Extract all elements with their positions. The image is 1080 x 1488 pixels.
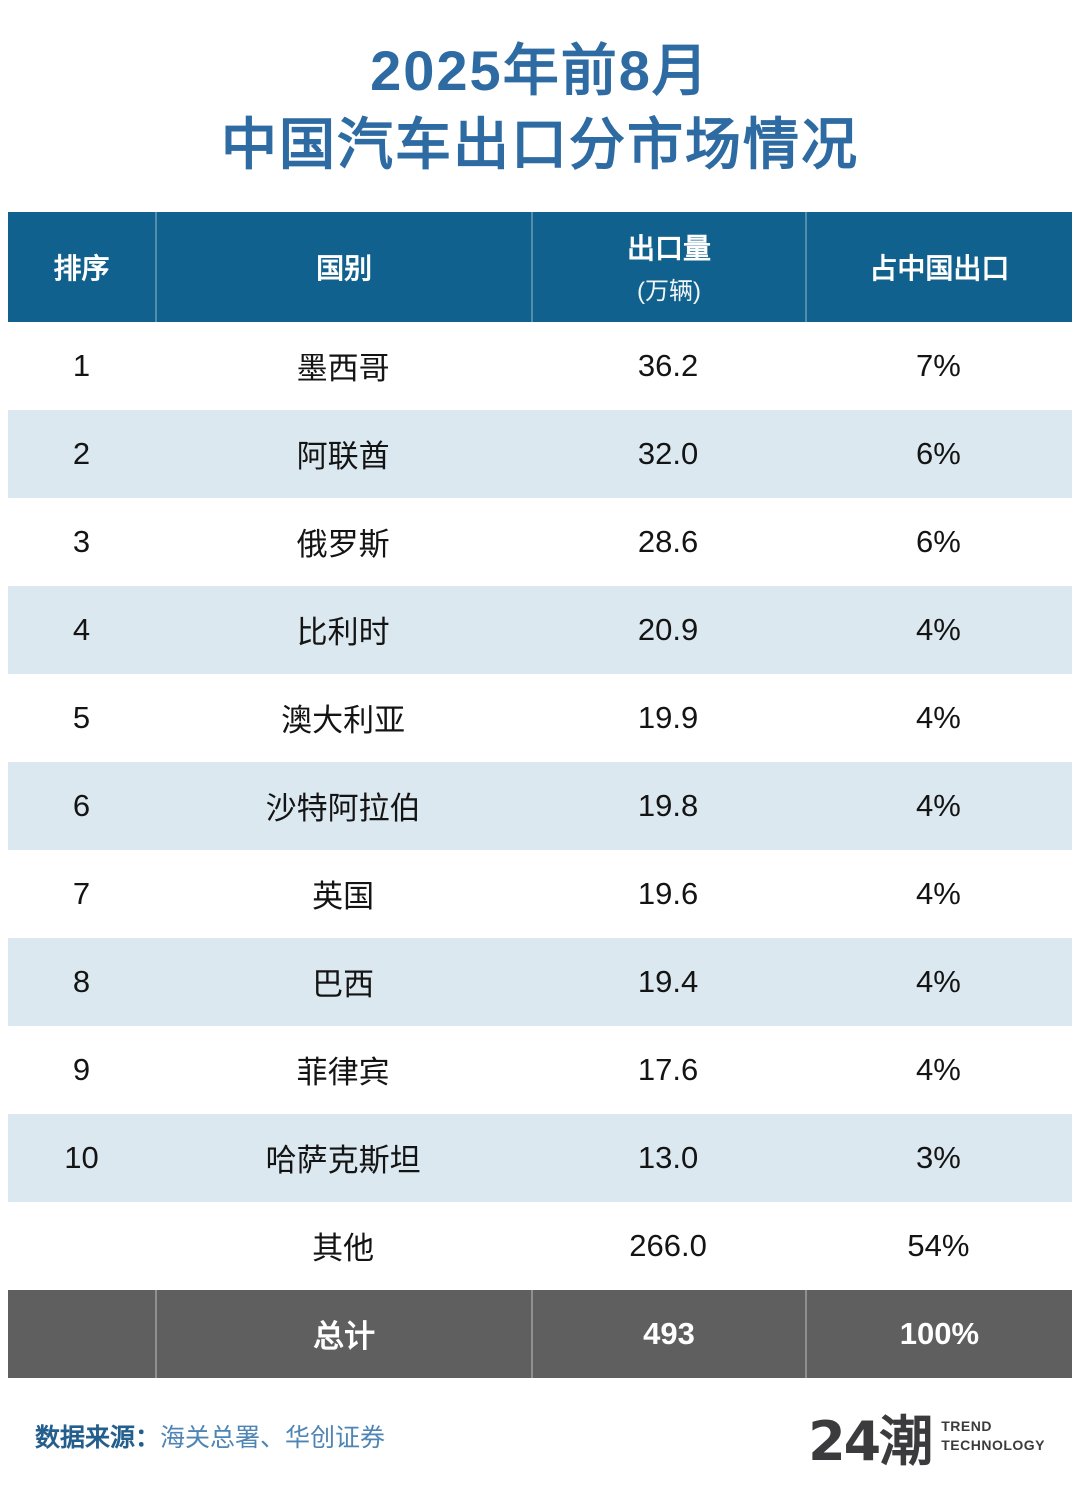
table-total-row: 总计 493 100% <box>8 1289 1072 1378</box>
header-cell-rank: 排序 <box>8 212 155 322</box>
rank-cell: 3 <box>72 523 91 559</box>
share-cell: 6% <box>916 523 961 559</box>
table-row: 3 俄罗斯 28.6 6% <box>8 497 1072 586</box>
country-cell: 澳大利亚 <box>281 703 406 739</box>
total-share-cell: 100% <box>804 1289 1072 1378</box>
share-cell: 4% <box>916 699 961 735</box>
page-title: 2025年前8月 中国汽车出口分市场情况 <box>0 0 1080 182</box>
table-header-row: 排序 国别 出口量 (万辆) 占中国出口 <box>8 211 1072 322</box>
title-line-2: 中国汽车出口分市场情况 <box>221 112 859 176</box>
header-label-volume: 出口量 <box>627 233 712 265</box>
header-cell-volume: 出口量 (万辆) <box>531 211 805 322</box>
rank-cell: 1 <box>72 347 91 383</box>
share-cell: 4% <box>916 611 961 647</box>
data-source-label: 数据来源： <box>35 1424 161 1452</box>
rank-cell: 2 <box>72 435 91 471</box>
footer: 数据来源：海关总署、华创证券 24潮 TREND TECHNOLOGY <box>35 1400 1045 1473</box>
country-cell: 墨西哥 <box>296 351 390 387</box>
rank-cell: 5 <box>72 699 91 735</box>
volume-cell: 19.6 <box>637 875 699 911</box>
share-cell: 7% <box>916 347 961 383</box>
logo-24chao-mark: 24潮 <box>808 1409 933 1473</box>
country-cell: 俄罗斯 <box>296 527 390 563</box>
header-cell-share: 占中国出口 <box>804 211 1072 322</box>
share-cell: 4% <box>916 1051 961 1087</box>
header-label-country: 国别 <box>316 252 373 284</box>
table-row: 10 哈萨克斯坦 13.0 3% <box>8 1113 1072 1202</box>
total-rank-cell <box>8 1290 155 1378</box>
rank-cell: 9 <box>72 1051 91 1087</box>
logo-subtitle-line2: TECHNOLOGY <box>941 1437 1045 1453</box>
share-cell: 6% <box>916 435 961 471</box>
volume-cell: 20.9 <box>637 611 699 647</box>
country-cell: 比利时 <box>296 615 390 651</box>
country-cell: 其他 <box>312 1231 375 1267</box>
table-body: 1 墨西哥 36.2 7% 2 阿联酋 32.0 6% 3 俄罗斯 28.6 6… <box>8 321 1072 1290</box>
table-row: 7 英国 19.6 4% <box>8 849 1072 938</box>
export-table: 排序 国别 出口量 (万辆) 占中国出口 1 墨西哥 36.2 7% 2 阿联酋… <box>8 211 1072 1378</box>
rank-cell: 8 <box>72 963 91 999</box>
country-cell: 菲律宾 <box>296 1055 390 1091</box>
table-row: 9 菲律宾 17.6 4% <box>8 1025 1072 1114</box>
table-row: 6 沙特阿拉伯 19.8 4% <box>8 761 1072 850</box>
table-row: 8 巴西 19.4 4% <box>8 937 1072 1026</box>
total-label-cell: 总计 <box>155 1289 531 1378</box>
title-line-1: 2025年前8月 <box>370 39 710 102</box>
share-cell: 4% <box>916 875 961 911</box>
volume-cell: 19.4 <box>637 963 699 999</box>
volume-cell: 17.6 <box>637 1051 699 1087</box>
brand-logo: 24潮 TREND TECHNOLOGY <box>808 1397 1045 1476</box>
table-row: 其他 266.0 54% <box>8 1201 1072 1290</box>
country-cell: 阿联酋 <box>296 439 390 475</box>
table-row: 1 墨西哥 36.2 7% <box>8 321 1072 410</box>
total-volume-cell: 493 <box>531 1289 805 1378</box>
volume-cell: 32.0 <box>637 435 699 471</box>
header-cell-country: 国别 <box>155 211 531 322</box>
data-source-value: 海关总署、华创证券 <box>160 1424 386 1452</box>
table-row: 5 澳大利亚 19.9 4% <box>8 673 1072 762</box>
rank-cell: 6 <box>72 787 91 823</box>
data-source: 数据来源：海关总署、华创证券 <box>35 1418 385 1454</box>
share-cell: 3% <box>916 1139 961 1175</box>
rank-cell: 4 <box>72 611 91 647</box>
volume-cell: 19.8 <box>637 787 699 823</box>
logo-subtitle: TREND TECHNOLOGY <box>941 1417 1045 1455</box>
country-cell: 英国 <box>312 879 375 915</box>
rank-cell: 10 <box>64 1139 99 1175</box>
header-sublabel-volume-unit: (万辆) <box>637 278 702 306</box>
header-label-rank: 排序 <box>53 252 110 284</box>
table-row: 4 比利时 20.9 4% <box>8 585 1072 674</box>
volume-cell: 36.2 <box>637 347 699 383</box>
volume-cell: 28.6 <box>637 523 699 559</box>
table-row: 2 阿联酋 32.0 6% <box>8 409 1072 498</box>
rank-cell: 7 <box>72 875 91 911</box>
country-cell: 沙特阿拉伯 <box>265 791 421 827</box>
share-cell: 4% <box>916 787 961 823</box>
country-cell: 哈萨克斯坦 <box>265 1143 421 1179</box>
share-cell: 54% <box>907 1227 970 1263</box>
rank-cell <box>8 1202 155 1290</box>
volume-cell: 13.0 <box>637 1139 699 1175</box>
volume-cell: 19.9 <box>637 699 699 735</box>
header-label-share: 占中国出口 <box>869 252 1010 284</box>
share-cell: 4% <box>916 963 961 999</box>
country-cell: 巴西 <box>312 967 375 1003</box>
volume-cell: 266.0 <box>629 1227 707 1263</box>
logo-subtitle-line1: TREND <box>941 1418 992 1435</box>
